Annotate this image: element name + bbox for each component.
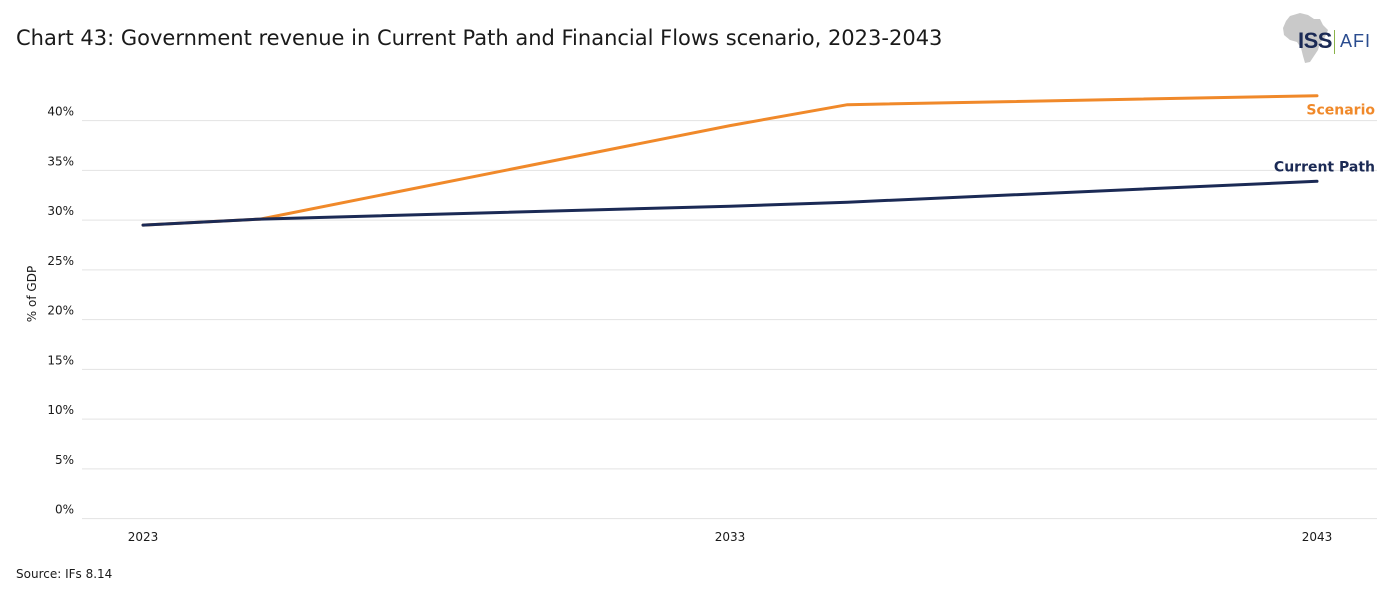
- y-tick-label: 35%: [47, 154, 74, 168]
- source-note: Source: IFs 8.14: [16, 567, 113, 581]
- y-tick-label: 5%: [55, 453, 74, 467]
- y-tick-label: 0%: [55, 503, 74, 517]
- x-tick-label: 2033: [715, 530, 746, 544]
- logo-iss-text: ISS: [1298, 28, 1332, 53]
- x-tick-label: 2043: [1302, 530, 1333, 544]
- y-tick-label: 40%: [47, 105, 74, 119]
- logo-separator: [1334, 30, 1335, 54]
- iss-afi-logo: ISS AFI: [1276, 10, 1376, 66]
- chart-title: Chart 43: Government revenue in Current …: [16, 26, 943, 50]
- y-axis-title: % of GDP: [25, 266, 39, 322]
- series-label-scenario: Scenario: [1306, 103, 1375, 119]
- x-tick-label: 2023: [128, 530, 159, 544]
- y-tick-label: 30%: [47, 204, 74, 218]
- y-tick-label: 10%: [47, 403, 74, 417]
- series-lines: [141, 94, 1319, 227]
- africa-map-icon: [1283, 13, 1328, 63]
- y-tick-label: 25%: [47, 254, 74, 268]
- x-axis-tick-labels: 2023 2033 2043: [128, 530, 1333, 544]
- series-label-current-path: Current Path: [1274, 159, 1375, 175]
- series-labels: Scenario Current Path: [1274, 103, 1375, 176]
- logo-afi-text: AFI: [1340, 31, 1372, 51]
- gridlines: [82, 120, 1377, 520]
- y-axis-tick-labels: 0% 5% 10% 15% 20% 25% 30% 35% 40%: [47, 105, 74, 517]
- series-line-current-path: [141, 179, 1319, 227]
- y-tick-label: 15%: [47, 353, 74, 367]
- y-tick-label: 20%: [47, 304, 74, 318]
